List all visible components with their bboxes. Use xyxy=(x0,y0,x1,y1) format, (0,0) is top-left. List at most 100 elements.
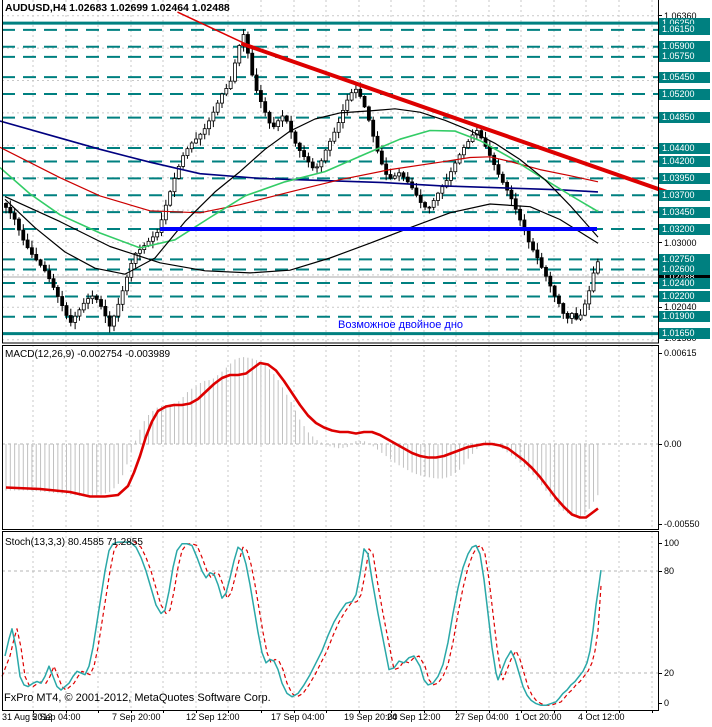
stoch-axis-label: 80 xyxy=(664,566,675,576)
candle-body xyxy=(388,174,393,179)
ma-green-line xyxy=(0,129,599,249)
candle-body xyxy=(531,241,535,251)
candle-body xyxy=(284,115,289,122)
candle-body xyxy=(418,194,423,203)
candle-body xyxy=(138,249,142,254)
stoch-indicator-panel[interactable] xyxy=(0,530,712,711)
candle-body xyxy=(319,160,324,168)
candle-body xyxy=(440,186,445,194)
candle-body xyxy=(155,232,160,238)
candle-body xyxy=(198,133,203,140)
price-level-label: 1.03950 xyxy=(659,172,710,184)
candle-body xyxy=(271,122,276,128)
candle-body xyxy=(535,249,540,259)
time-axis-tick xyxy=(260,710,262,713)
candle-body xyxy=(513,198,518,210)
time-axis-tick xyxy=(293,710,295,713)
candle-body xyxy=(150,236,155,242)
price-level-label: 1.02400 xyxy=(659,277,710,289)
axis-tick xyxy=(658,542,662,544)
time-axis-tick xyxy=(227,710,229,713)
candle-body xyxy=(306,156,311,163)
axis-tick xyxy=(658,523,662,525)
time-axis-tick xyxy=(65,710,67,713)
macd-plot xyxy=(2,345,659,530)
stoch-signal-line xyxy=(1,541,602,706)
stoch-label: Stoch(13,3,3) 80.4585 71.2855 xyxy=(5,537,143,548)
time-label: 1 Oct 20:00 xyxy=(515,712,562,722)
candle-body xyxy=(453,162,458,173)
time-axis-tick xyxy=(488,710,490,713)
candle-body xyxy=(207,120,211,130)
candle-body xyxy=(189,142,194,150)
candle-body xyxy=(487,145,492,156)
candle-body xyxy=(492,154,497,166)
candle-body xyxy=(297,142,302,151)
candle-body xyxy=(436,192,440,201)
axis-tick xyxy=(658,352,662,354)
candle-body xyxy=(133,252,138,264)
price-grid-label: 1.02040 xyxy=(664,302,697,313)
candle-body xyxy=(34,253,39,261)
price-level-label: 1.01900 xyxy=(659,311,710,323)
price-level-label: 1.02200 xyxy=(659,291,710,302)
candle-body xyxy=(539,257,544,268)
candle-body xyxy=(354,88,358,94)
candle-body xyxy=(561,303,566,314)
candle-body xyxy=(254,74,259,91)
time-axis-tick xyxy=(520,710,522,713)
macd-axis-label: 0.00 xyxy=(664,439,682,449)
candle-body xyxy=(8,206,13,214)
descending-trendline xyxy=(241,42,684,200)
price-level-label: 1.05900 xyxy=(659,41,710,53)
time-label: 17 Sep 04:00 xyxy=(271,712,325,722)
time-axis-tick xyxy=(651,710,653,713)
candle-body xyxy=(544,266,548,277)
ma-red xyxy=(0,146,599,214)
candle-body xyxy=(375,135,380,152)
candle-body xyxy=(466,141,471,148)
macd-indicator-panel[interactable] xyxy=(0,344,712,530)
current-price-label: 1.02488 xyxy=(659,271,710,283)
candle-body xyxy=(81,302,86,311)
candle-body xyxy=(397,172,402,177)
time-axis-tick xyxy=(130,710,132,713)
candle-body xyxy=(449,171,453,181)
candle-body xyxy=(47,270,52,280)
axis-tick xyxy=(658,672,662,674)
price-level-label: 1.05200 xyxy=(659,88,710,100)
time-axis-tick xyxy=(325,710,327,713)
candle-body xyxy=(293,131,298,144)
stoch-main-line xyxy=(4,541,602,707)
price-level-label: 1.04400 xyxy=(659,142,710,154)
candle-body xyxy=(578,314,583,320)
candle-body xyxy=(73,315,78,323)
macd-signal-line xyxy=(5,361,599,519)
candle-body xyxy=(565,312,570,319)
main-price-chart[interactable] xyxy=(0,0,712,345)
time-axis-tick xyxy=(423,710,425,713)
candle-body xyxy=(371,119,376,137)
candle-body xyxy=(431,200,436,208)
axis-tick xyxy=(658,702,662,704)
candle-body xyxy=(341,110,345,124)
candle-body xyxy=(392,175,397,179)
candle-body xyxy=(496,164,501,175)
time-axis-tick xyxy=(390,710,392,713)
candle-body xyxy=(591,272,596,292)
candle-body xyxy=(276,120,281,128)
candle-body xyxy=(120,290,125,305)
time-label: 31 Aug 2012 xyxy=(2,712,53,722)
candle-body xyxy=(64,305,69,316)
ma-black-slow xyxy=(4,196,599,274)
candle-body xyxy=(12,212,17,220)
chart-title: AUDUSD,H4 1.02683 1.02699 1.02464 1.0248… xyxy=(5,2,230,14)
candle-body xyxy=(462,147,466,156)
candle-body xyxy=(345,99,350,111)
candle-body xyxy=(228,80,233,89)
time-label: 19 Sep 20:00 xyxy=(344,712,398,722)
stoch-plot xyxy=(1,531,659,711)
price-grid-label: 1.03000 xyxy=(664,237,697,248)
candle-body xyxy=(405,176,410,183)
macd-axis-label: 0.00615 xyxy=(664,348,697,358)
